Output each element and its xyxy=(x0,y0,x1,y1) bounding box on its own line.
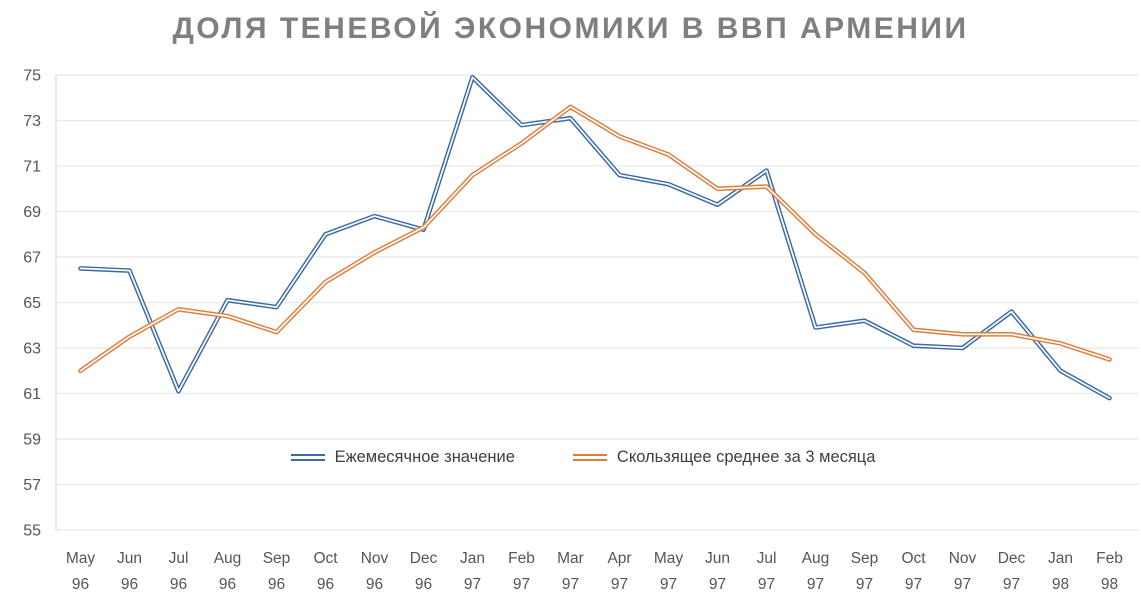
x-tick-label-month: Dec xyxy=(998,550,1026,567)
x-tick-label-year: 98 xyxy=(1052,576,1069,593)
x-tick-label-month: Nov xyxy=(361,550,389,567)
x-tick-label-month: Aug xyxy=(802,550,830,567)
legend-item-monthly: Ежемесячное значение xyxy=(290,448,515,467)
x-tick-label-month: Feb xyxy=(1096,550,1123,567)
x-tick-label-month: Jan xyxy=(1048,550,1073,567)
chart-legend: Ежемесячное значение Скользящее среднее … xyxy=(25,448,1141,467)
y-tick-label: 75 xyxy=(23,68,41,85)
x-tick-label-year: 96 xyxy=(366,576,383,593)
x-tick-label-year: 98 xyxy=(1101,576,1118,593)
series-line-inner-moving-avg xyxy=(79,106,1111,372)
x-tick-label-month: Oct xyxy=(901,550,926,567)
x-tick-label-year: 97 xyxy=(611,576,628,593)
x-tick-label-month: Jul xyxy=(757,550,777,567)
x-tick-label-month: Jun xyxy=(705,550,730,567)
y-tick-label: 67 xyxy=(23,250,41,267)
x-tick-label-year: 96 xyxy=(415,576,432,593)
legend-label-monthly: Ежемесячное значение xyxy=(334,448,515,466)
series-line-outer-monthly xyxy=(78,75,1112,401)
x-tick-label-year: 97 xyxy=(660,576,677,593)
series-line-inner-monthly xyxy=(79,76,1111,399)
monthly-line-swatch xyxy=(290,454,325,461)
x-tick-label-month: Jul xyxy=(169,550,189,567)
x-tick-label-year: 97 xyxy=(758,576,775,593)
x-tick-label-year: 96 xyxy=(219,576,236,593)
x-tick-label-year: 96 xyxy=(268,576,285,593)
x-tick-label-month: Aug xyxy=(214,550,242,567)
chart-title: ДОЛЯ ТЕНЕВОЙ ЭКОНОМИКИ В ВВП АРМЕНИИ xyxy=(172,12,969,45)
x-tick-label-year: 96 xyxy=(72,576,89,593)
x-tick-label-year: 97 xyxy=(807,576,824,593)
x-tick-label-year: 97 xyxy=(954,576,971,593)
y-tick-label: 69 xyxy=(23,204,41,221)
y-tick-label: 59 xyxy=(23,432,41,449)
x-tick-label-month: Oct xyxy=(313,550,338,567)
legend-label-moving-avg: Скользящее среднее за 3 месяца xyxy=(616,448,876,466)
x-tick-label-year: 97 xyxy=(709,576,726,593)
x-tick-label-year: 96 xyxy=(317,576,334,593)
y-tick-label: 63 xyxy=(23,341,41,358)
y-tick-label: 55 xyxy=(23,523,41,540)
legend-item-moving-avg: Скользящее среднее за 3 месяца xyxy=(572,448,876,467)
x-tick-label-year: 97 xyxy=(905,576,922,593)
y-tick-label: 65 xyxy=(23,295,41,312)
x-tick-label-month: Dec xyxy=(410,550,438,567)
x-tick-label-month: Apr xyxy=(607,550,631,567)
y-tick-label: 61 xyxy=(23,386,41,403)
x-tick-label-year: 97 xyxy=(1003,576,1020,593)
x-tick-label-month: Sep xyxy=(851,550,879,567)
x-tick-label-year: 97 xyxy=(856,576,873,593)
y-tick-label: 73 xyxy=(23,113,41,130)
x-tick-label-month: May xyxy=(654,550,684,567)
x-tick-label-year: 96 xyxy=(121,576,138,593)
x-tick-label-year: 97 xyxy=(513,576,530,593)
x-tick-label-year: 97 xyxy=(464,576,481,593)
y-tick-label: 57 xyxy=(23,477,41,494)
moving-avg-line-swatch xyxy=(572,454,607,461)
x-tick-label-year: 97 xyxy=(562,576,579,593)
x-tick-label-month: Sep xyxy=(263,550,291,567)
y-tick-label: 71 xyxy=(23,159,41,176)
x-tick-label-year: 96 xyxy=(170,576,187,593)
x-tick-label-month: Nov xyxy=(949,550,977,567)
x-tick-label-month: May xyxy=(66,550,96,567)
x-tick-label-month: Jun xyxy=(117,550,142,567)
x-tick-label-month: Mar xyxy=(557,550,584,567)
x-tick-label-month: Jan xyxy=(460,550,485,567)
x-tick-label-month: Feb xyxy=(508,550,535,567)
